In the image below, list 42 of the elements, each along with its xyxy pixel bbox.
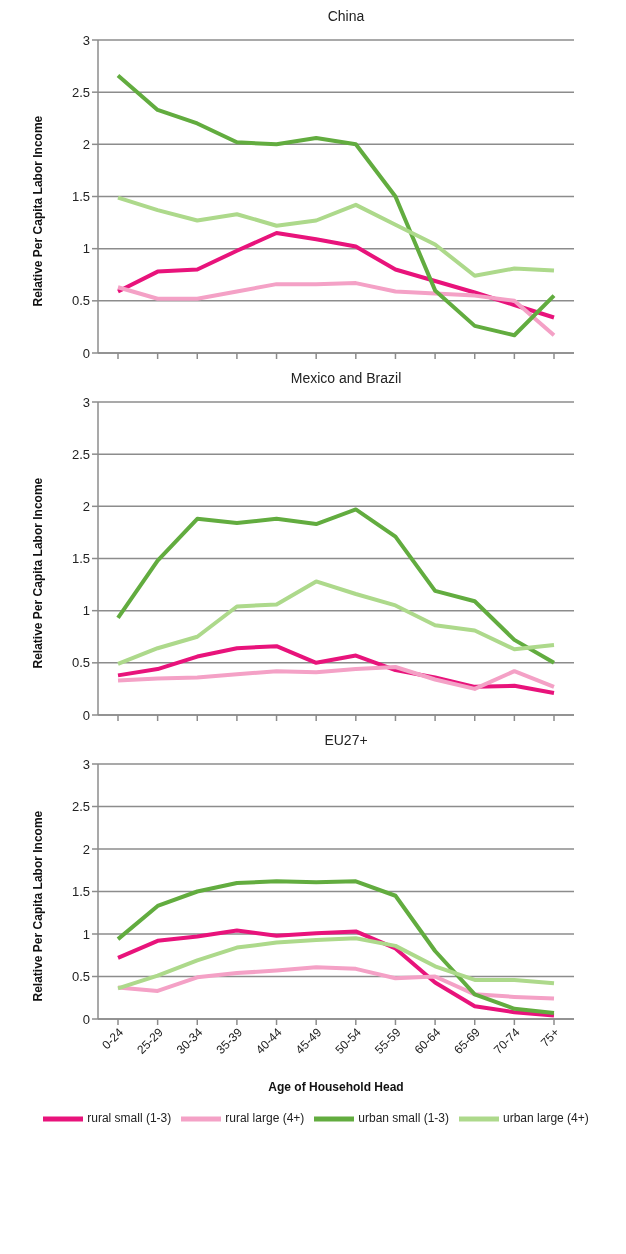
line-series bbox=[116, 195, 556, 278]
y-tick-label: 3 bbox=[82, 756, 90, 772]
y-tick-label: 2 bbox=[82, 136, 90, 152]
chart-title: China bbox=[326, 8, 366, 26]
y-tick-label: 2.5 bbox=[71, 799, 90, 815]
legend-label: urban small (1-3) bbox=[358, 1111, 450, 1126]
line-series bbox=[116, 928, 556, 1018]
y-tick-label: 1.5 bbox=[71, 884, 90, 900]
chart-title: EU27+ bbox=[323, 732, 369, 750]
y-tick-label: 3 bbox=[82, 394, 90, 410]
y-tick-label: 3 bbox=[82, 32, 90, 48]
line-series bbox=[116, 73, 556, 338]
y-tick-label: 2.5 bbox=[71, 84, 90, 100]
y-tick-label: 1 bbox=[82, 603, 90, 619]
y-tick-label: 1.5 bbox=[71, 551, 90, 567]
legend-label: rural small (1-3) bbox=[87, 1111, 172, 1126]
y-axis-title: Relative Per Capita Labor Income bbox=[31, 115, 46, 307]
line-series bbox=[116, 665, 556, 691]
y-tick-label: 0 bbox=[82, 1011, 90, 1027]
y-tick-label: 1 bbox=[82, 241, 90, 257]
y-tick-label: 1 bbox=[82, 926, 90, 942]
legend-label: urban large (4+) bbox=[503, 1111, 589, 1126]
y-tick-label: 0 bbox=[82, 707, 90, 723]
line-series bbox=[116, 579, 556, 666]
y-tick-label: 0.5 bbox=[71, 655, 90, 671]
y-tick-label: 0.5 bbox=[71, 293, 90, 309]
y-tick-label: 0.5 bbox=[71, 969, 90, 985]
y-axis-title: Relative Per Capita Labor Income bbox=[31, 477, 46, 669]
line-series bbox=[116, 281, 556, 338]
chart-title: Mexico and Brazil bbox=[289, 370, 403, 388]
line-series bbox=[116, 507, 556, 665]
y-tick-label: 2.5 bbox=[71, 446, 90, 462]
y-axis-title: Relative Per Capita Labor Income bbox=[31, 810, 46, 1002]
y-tick-label: 0 bbox=[82, 345, 90, 361]
line-series bbox=[116, 879, 556, 1016]
x-axis-title: Age of Household Head bbox=[268, 1080, 404, 1094]
y-tick-label: 2 bbox=[82, 841, 90, 857]
x-tick-label: 75+ bbox=[537, 1025, 563, 1050]
line-series bbox=[116, 936, 556, 991]
y-tick-label: 1.5 bbox=[71, 189, 90, 205]
legend-label: rural large (4+) bbox=[225, 1111, 305, 1126]
y-tick-label: 2 bbox=[82, 498, 90, 514]
